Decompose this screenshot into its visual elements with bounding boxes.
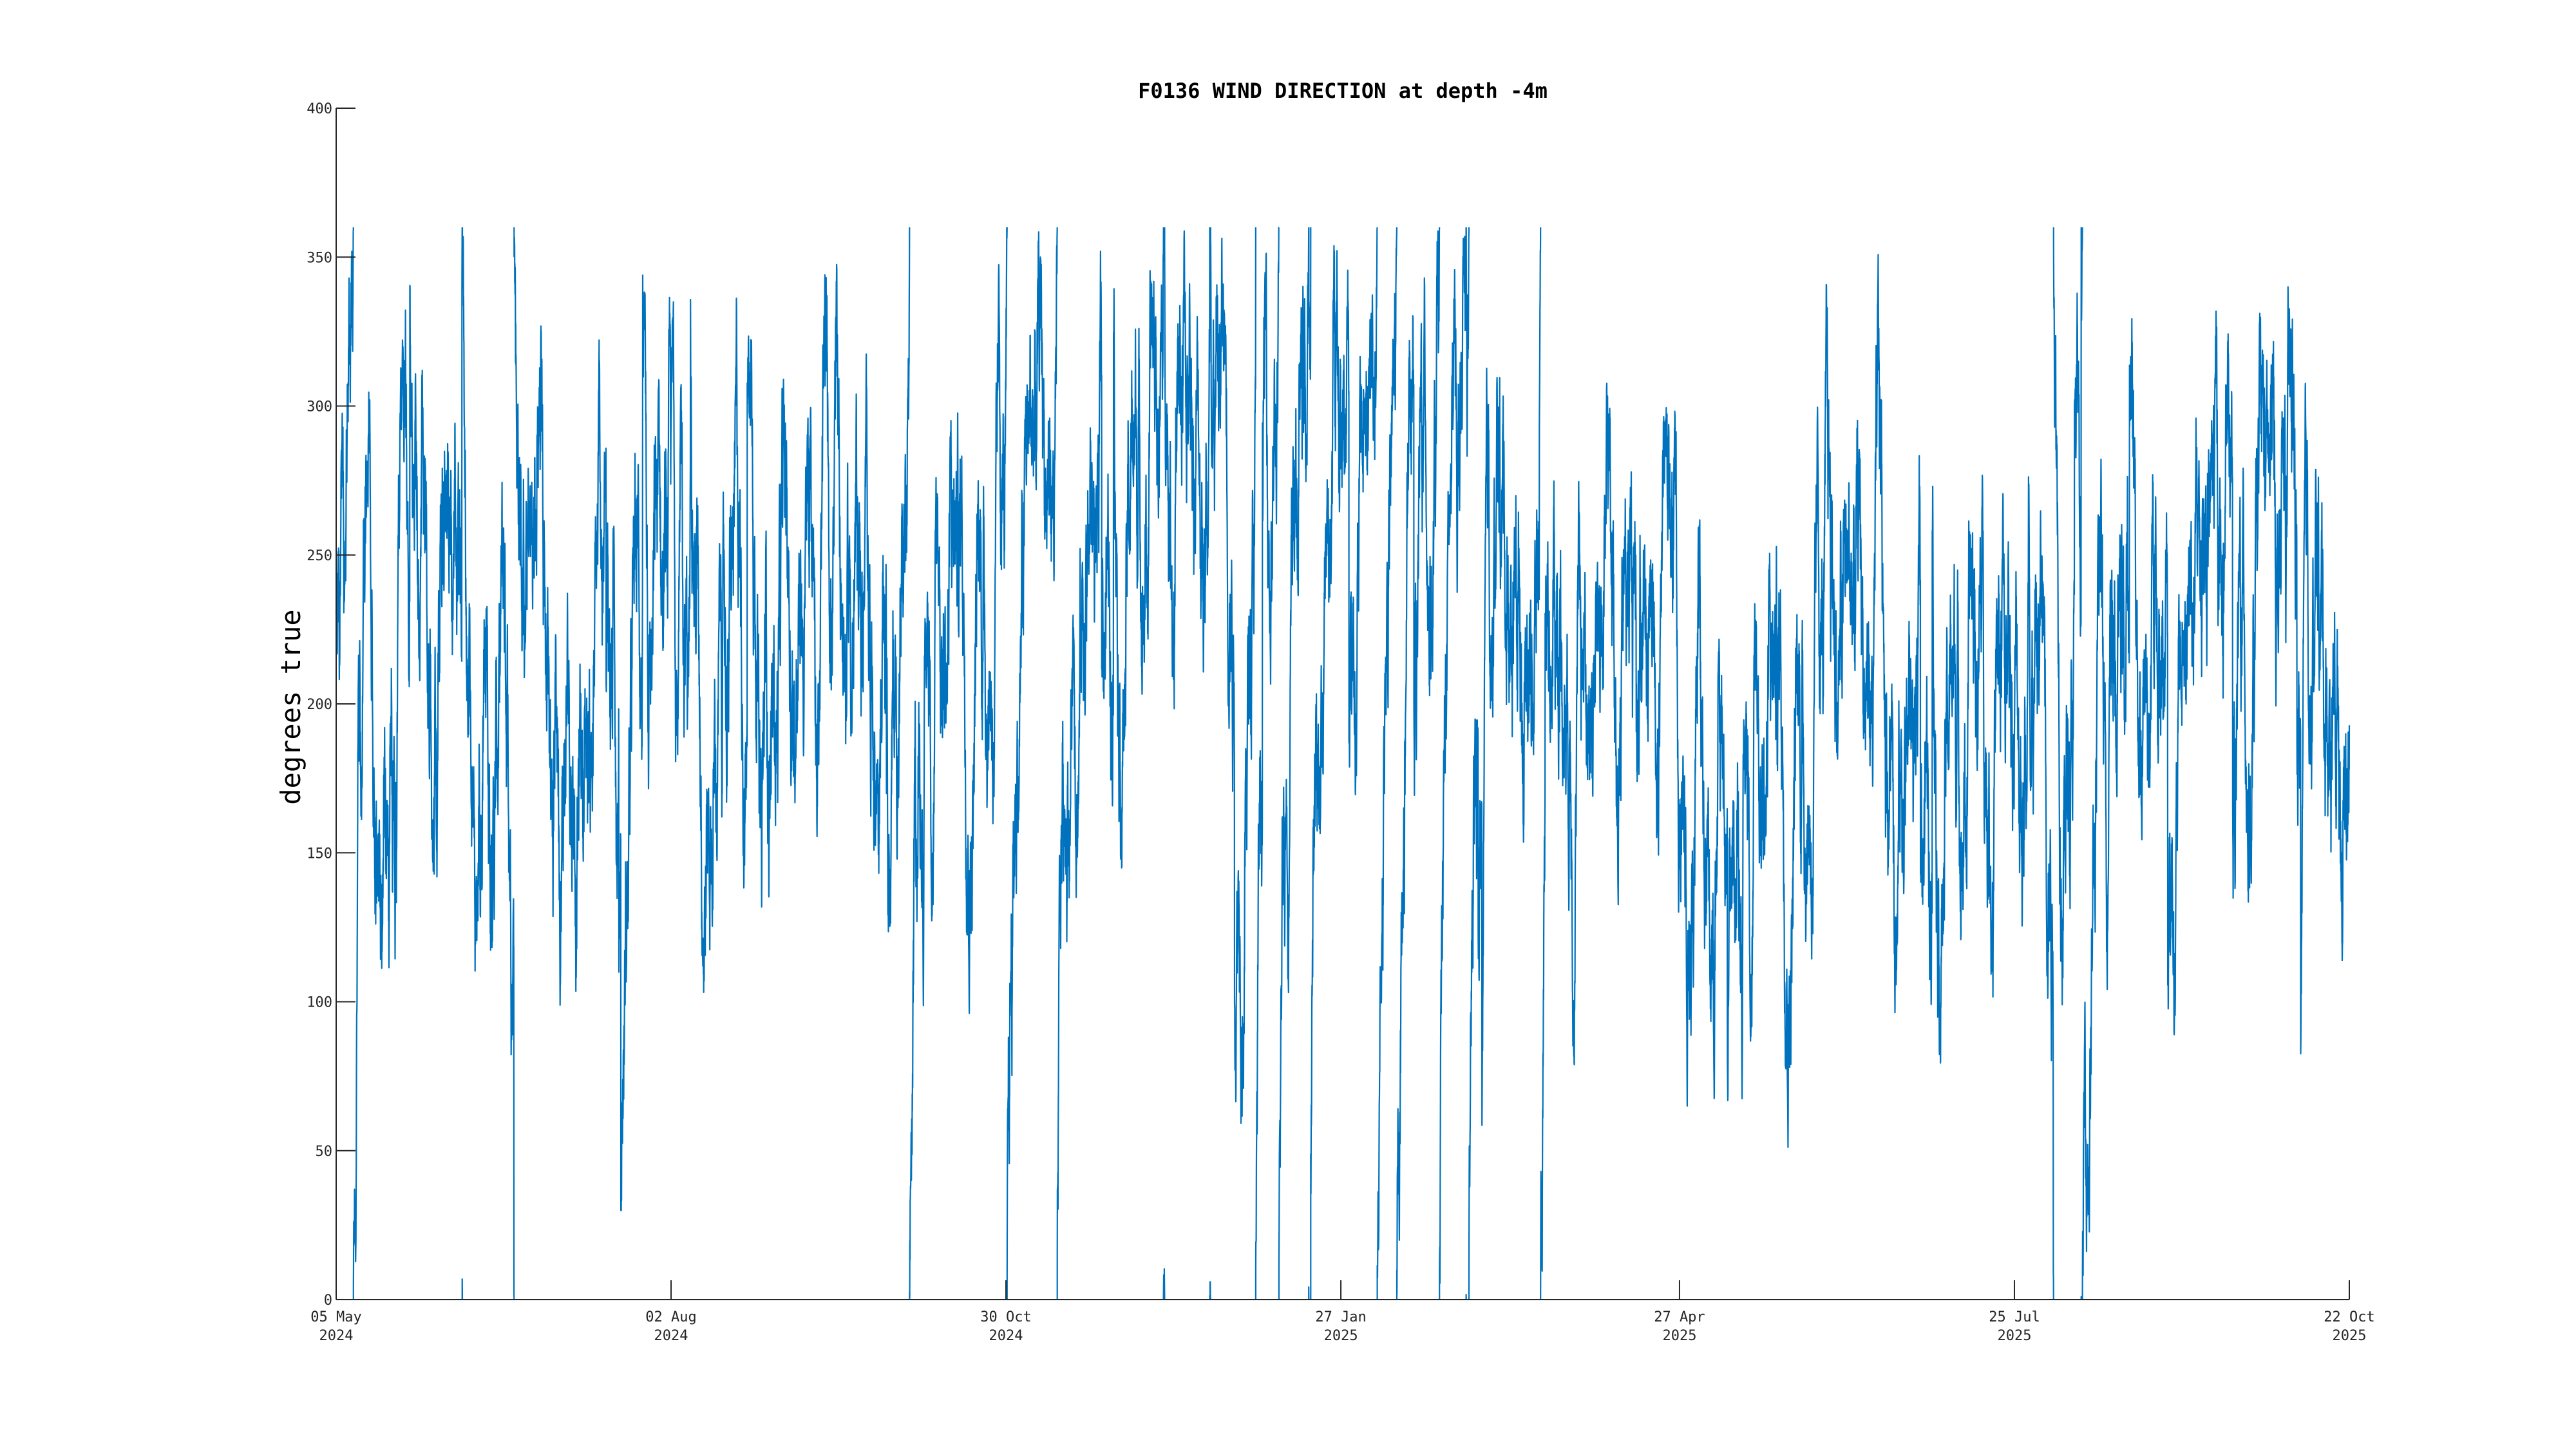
- y-tick-label: 250: [307, 548, 332, 564]
- y-tick-label: 350: [307, 250, 332, 266]
- x-tick-label: 02 Aug: [645, 1309, 696, 1325]
- y-tick-label: 0: [324, 1293, 332, 1309]
- x-tick-year-label: 2024: [989, 1328, 1023, 1344]
- x-tick-label: 27 Apr: [1654, 1309, 1705, 1325]
- plot-area: 0 50 100 150 200 250 300 350 400 05 May 2024 02 Au…: [307, 101, 2374, 1344]
- x-tick-label: 27 Jan: [1315, 1309, 1366, 1325]
- x-axis-ticks: 05 May 2024 02 Aug 2024 30 Oct 2024 27 Jan 2025…: [310, 1280, 2375, 1344]
- y-tick-label: 400: [307, 101, 332, 117]
- x-tick-label: 05 May: [310, 1309, 361, 1325]
- x-tick-year-label: 2025: [1662, 1328, 1696, 1344]
- x-tick-year-label: 2024: [654, 1328, 688, 1344]
- x-tick-year-label: 2024: [319, 1328, 354, 1344]
- x-tick-year-label: 2025: [1324, 1328, 1358, 1344]
- x-tick-label: 22 Oct: [2324, 1309, 2374, 1325]
- series-layer: [335, 227, 2351, 1300]
- wind-direction-series-line: [335, 227, 2351, 1300]
- y-tick-label: 150: [307, 846, 332, 862]
- y-axis-label: degrees true: [275, 609, 307, 804]
- y-tick-label: 50: [316, 1144, 333, 1160]
- chart-title: F0136 WIND DIRECTION at depth -4m: [1138, 79, 1548, 103]
- y-tick-label: 300: [307, 399, 332, 415]
- x-tick-year-label: 2025: [2333, 1328, 2367, 1344]
- y-axis-ticks: 0 50 100 150 200 250 300 350 400: [307, 101, 355, 1309]
- x-tick-label: 30 Oct: [980, 1309, 1031, 1325]
- y-tick-label: 200: [307, 697, 332, 713]
- x-tick-label: 25 Jul: [1989, 1309, 2040, 1325]
- y-tick-label: 100: [307, 995, 332, 1011]
- x-tick-year-label: 2025: [1997, 1328, 2031, 1344]
